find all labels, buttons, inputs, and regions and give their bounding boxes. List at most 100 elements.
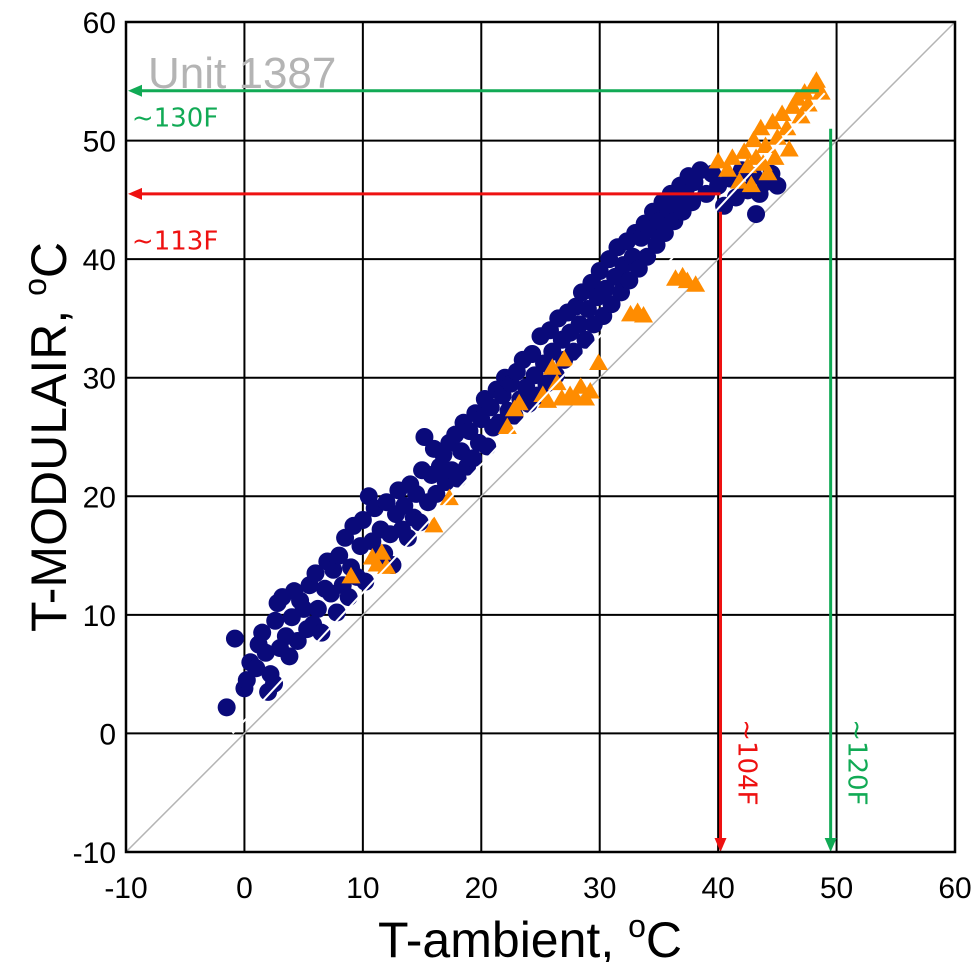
y-axis-title-text: T-MODULAIR, xyxy=(21,296,77,632)
x-axis-title-unit: C xyxy=(646,912,682,962)
data-point-circle xyxy=(481,398,500,417)
data-point-circle xyxy=(217,698,236,717)
data-point-circle xyxy=(747,205,766,224)
data-point-circle xyxy=(683,193,702,212)
data-marks xyxy=(217,71,831,717)
y-tick-label: 0 xyxy=(99,718,116,751)
data-point-triangle xyxy=(538,391,558,408)
data-point-triangle xyxy=(439,488,459,506)
data-point-circle xyxy=(478,437,497,456)
data-point-circle xyxy=(256,643,275,662)
data-point-triangle xyxy=(734,142,754,159)
data-point-circle xyxy=(247,659,266,678)
data-point-circle xyxy=(312,623,331,642)
data-point-triangle xyxy=(779,140,799,157)
data-point-triangle xyxy=(777,118,797,136)
y-axis-title: T-MODULAIR, oC xyxy=(17,242,77,632)
x-tick-label: 10 xyxy=(346,872,379,905)
data-point-circle xyxy=(294,599,313,618)
data-point-triangle xyxy=(756,136,776,153)
reference-lines xyxy=(125,21,956,853)
x-tick-label: 30 xyxy=(583,872,616,905)
fit-line xyxy=(231,92,826,735)
data-point-circle xyxy=(564,342,583,361)
y-tick-label: 40 xyxy=(83,244,116,277)
data-point-triangle xyxy=(424,515,444,533)
data-point-circle xyxy=(398,528,417,547)
y-axis-title-unit: C xyxy=(21,242,77,278)
x-tick-label: 60 xyxy=(938,872,971,905)
data-point-triangle xyxy=(589,353,609,370)
data-point-circle xyxy=(330,546,349,565)
data-point-triangle xyxy=(738,156,758,174)
tick-labels: -10 0 10 20 30 40 50 60 -10 0 10 20 30 40 50 60 xyxy=(73,7,972,905)
x-tick-label: -10 xyxy=(104,872,147,905)
y-tick-label: 30 xyxy=(83,363,116,396)
plot-frame xyxy=(124,20,957,854)
data-point-triangle xyxy=(542,358,562,375)
data-point-triangle xyxy=(372,543,392,560)
data-point-triangle xyxy=(686,275,706,292)
data-point-circle xyxy=(225,629,244,648)
x-axis-title-degree: o xyxy=(628,908,646,944)
data-point-triangle xyxy=(722,148,742,165)
annotation-label: ~130F xyxy=(132,103,218,133)
data-point-triangle xyxy=(634,306,654,323)
data-point-circle xyxy=(353,511,372,529)
data-point-triangle xyxy=(753,154,773,171)
data-point-circle xyxy=(324,560,343,579)
data-point-circle xyxy=(768,176,787,195)
data-point-triangle xyxy=(791,106,811,124)
data-point-circle xyxy=(576,330,595,349)
x-tick-label: 50 xyxy=(820,872,853,905)
data-point-circle xyxy=(265,674,284,693)
fit-line-group xyxy=(231,92,826,735)
data-point-triangle xyxy=(765,148,785,165)
plot-border xyxy=(124,20,957,854)
y-tick-label: 50 xyxy=(83,126,116,159)
annotation-arrowhead xyxy=(128,187,142,200)
data-point-circle xyxy=(570,315,589,334)
data-point-circle xyxy=(308,599,327,618)
data-point-triangle xyxy=(718,160,738,177)
data-point-triangle xyxy=(751,118,771,136)
data-point-triangle xyxy=(811,83,831,100)
y-tick-label: -10 xyxy=(73,837,116,870)
data-point-circle xyxy=(463,449,482,468)
data-point-triangle xyxy=(708,151,728,169)
data-point-triangle xyxy=(758,163,778,181)
y-tick-label: 10 xyxy=(83,600,116,633)
x-axis-title: T-ambient, oC xyxy=(378,908,682,962)
data-point-triangle xyxy=(744,130,764,148)
annotation-arrowhead xyxy=(824,838,837,852)
annotation-arrowhead xyxy=(128,84,142,97)
x-tick-label: 0 xyxy=(236,872,253,905)
data-point-triangle xyxy=(772,104,792,121)
data-point-triangle xyxy=(554,349,574,367)
x-tick-label: 20 xyxy=(465,872,498,905)
annotation-label: ~120F xyxy=(841,719,871,805)
annotation-label: ~113F xyxy=(132,227,218,257)
y-tick-label: 60 xyxy=(83,7,116,40)
data-point-triangle xyxy=(341,566,361,584)
data-point-triangle xyxy=(806,71,826,88)
data-point-circle xyxy=(306,564,325,583)
data-point-triangle xyxy=(741,175,761,193)
data-point-triangle xyxy=(763,112,783,130)
identity-line xyxy=(125,21,956,853)
x-tick-label: 40 xyxy=(701,872,734,905)
annotation-label: ~104F xyxy=(731,719,761,805)
y-tick-label: 20 xyxy=(83,481,116,514)
annotations: ~130F ~113F ~104F ~120F xyxy=(128,84,871,852)
annotation-arrowhead xyxy=(714,838,727,852)
data-point-circle xyxy=(253,623,272,642)
data-point-circle xyxy=(266,611,285,630)
data-point-circle xyxy=(280,647,299,666)
data-point-triangle xyxy=(783,97,803,114)
x-axis-title-text: T-ambient, xyxy=(378,912,628,962)
data-point-triangle xyxy=(580,381,600,399)
data-point-circle xyxy=(410,513,429,532)
data-point-circle xyxy=(339,588,358,607)
y-axis-title-degree: o xyxy=(17,278,53,296)
